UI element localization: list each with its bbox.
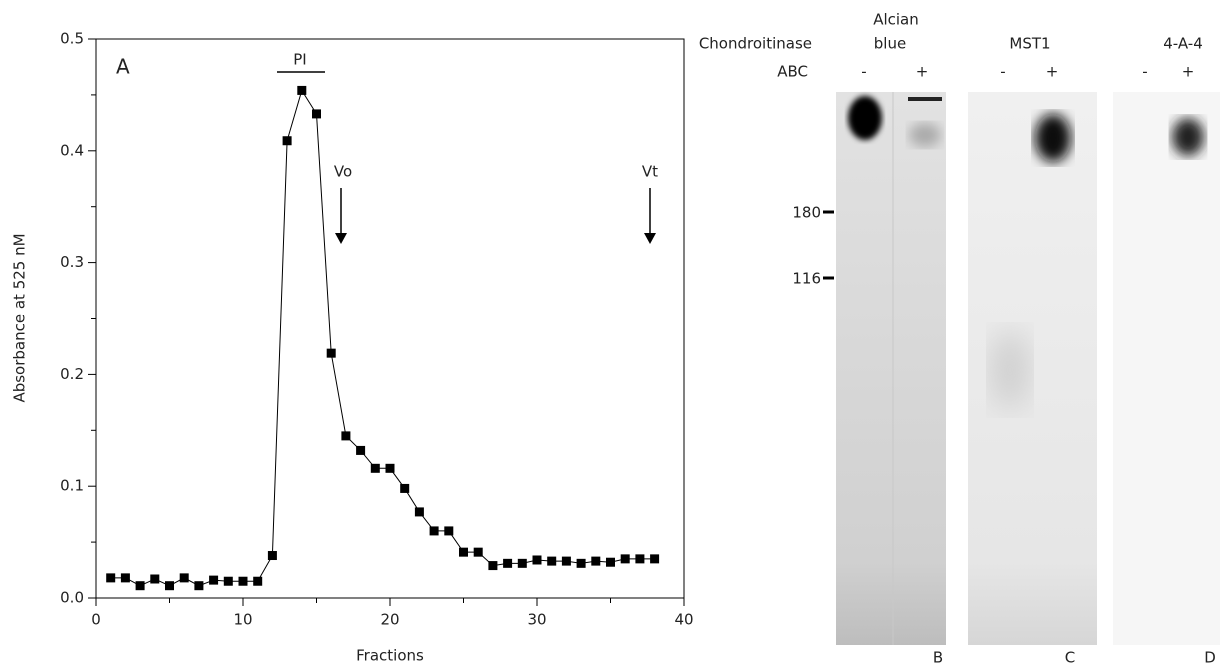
x-axis-label: Fractions bbox=[356, 647, 424, 665]
data-point bbox=[327, 349, 336, 358]
data-point bbox=[341, 431, 350, 440]
panel-title: MST1 bbox=[1009, 35, 1050, 53]
data-point bbox=[224, 577, 233, 586]
y-tick-label: 0.4 bbox=[60, 141, 84, 159]
data-point bbox=[253, 577, 262, 586]
y-axis-label: Absorbance at 525 nM bbox=[11, 233, 29, 402]
data-point bbox=[400, 484, 409, 493]
annotation: Vo bbox=[334, 163, 352, 181]
band bbox=[909, 123, 941, 147]
band bbox=[1035, 114, 1071, 162]
row-label: ABC bbox=[777, 63, 808, 81]
y-tick-label: 0.2 bbox=[60, 365, 84, 383]
annotation: Vt bbox=[642, 163, 658, 181]
gel-panel bbox=[1113, 92, 1220, 645]
data-point bbox=[635, 554, 644, 563]
data-point bbox=[562, 557, 571, 566]
data-point bbox=[547, 557, 556, 566]
data-line bbox=[111, 90, 655, 585]
lane-label: - bbox=[861, 63, 866, 81]
smear bbox=[990, 330, 1030, 410]
data-point bbox=[194, 581, 203, 590]
panel-letter: A bbox=[116, 55, 130, 79]
plot-frame bbox=[96, 39, 684, 598]
data-point bbox=[577, 559, 586, 568]
data-point bbox=[444, 526, 453, 535]
x-tick-label: 40 bbox=[674, 611, 693, 629]
data-point bbox=[121, 573, 130, 582]
data-point bbox=[150, 574, 159, 583]
gel-panel bbox=[968, 92, 1097, 645]
marker-label: 116 bbox=[792, 270, 821, 288]
data-point bbox=[459, 548, 468, 557]
data-point bbox=[180, 573, 189, 582]
data-point bbox=[533, 555, 542, 564]
lane-label: - bbox=[1000, 63, 1005, 81]
panel-letter: C bbox=[1065, 649, 1075, 666]
y-tick-label: 0.5 bbox=[60, 30, 84, 48]
x-tick-label: 30 bbox=[527, 611, 546, 629]
y-tick-label: 0.0 bbox=[60, 589, 84, 607]
band bbox=[908, 97, 942, 101]
band bbox=[1172, 118, 1204, 156]
data-point bbox=[239, 577, 248, 586]
data-point bbox=[606, 558, 615, 567]
data-point bbox=[430, 526, 439, 535]
gel-images bbox=[823, 92, 1220, 645]
figure: Chondroitinase ABC Alcian blue MST1 4-A-… bbox=[0, 0, 1220, 666]
lane-label: + bbox=[1046, 63, 1059, 81]
annotation: PI bbox=[293, 51, 306, 69]
data-point bbox=[621, 554, 630, 563]
lane-label: + bbox=[916, 63, 929, 81]
x-tick-label: 0 bbox=[91, 611, 101, 629]
data-point bbox=[518, 559, 527, 568]
data-point bbox=[106, 573, 115, 582]
panel-title: blue bbox=[874, 35, 906, 53]
data-point bbox=[415, 507, 424, 516]
y-tick-label: 0.3 bbox=[60, 253, 84, 271]
marker-label: 180 bbox=[792, 204, 821, 222]
row-label: Chondroitinase bbox=[699, 35, 812, 53]
panel-letter: D bbox=[1204, 649, 1216, 666]
data-point bbox=[283, 136, 292, 145]
panel-title: Alcian bbox=[873, 11, 919, 29]
data-point bbox=[503, 559, 512, 568]
panel-letter: B bbox=[933, 649, 943, 666]
data-point bbox=[209, 576, 218, 585]
lane-label: - bbox=[1142, 63, 1147, 81]
panel-title: 4-A-4 bbox=[1163, 35, 1203, 53]
data-point bbox=[591, 557, 600, 566]
data-point bbox=[371, 464, 380, 473]
lane-label: + bbox=[1182, 63, 1195, 81]
data-point bbox=[268, 551, 277, 560]
data-point bbox=[474, 548, 483, 557]
y-tick-label: 0.1 bbox=[60, 477, 84, 495]
data-point bbox=[650, 554, 659, 563]
data-point bbox=[386, 464, 395, 473]
data-point bbox=[488, 561, 497, 570]
x-tick-label: 10 bbox=[233, 611, 252, 629]
annotation-arrowhead bbox=[335, 233, 347, 244]
data-point bbox=[165, 581, 174, 590]
gel-panel bbox=[836, 92, 946, 645]
annotation-arrowhead bbox=[644, 233, 656, 244]
x-tick-label: 20 bbox=[380, 611, 399, 629]
data-point bbox=[136, 581, 145, 590]
band bbox=[848, 96, 882, 140]
data-point bbox=[356, 446, 365, 455]
data-point bbox=[297, 86, 306, 95]
data-point bbox=[312, 109, 321, 118]
